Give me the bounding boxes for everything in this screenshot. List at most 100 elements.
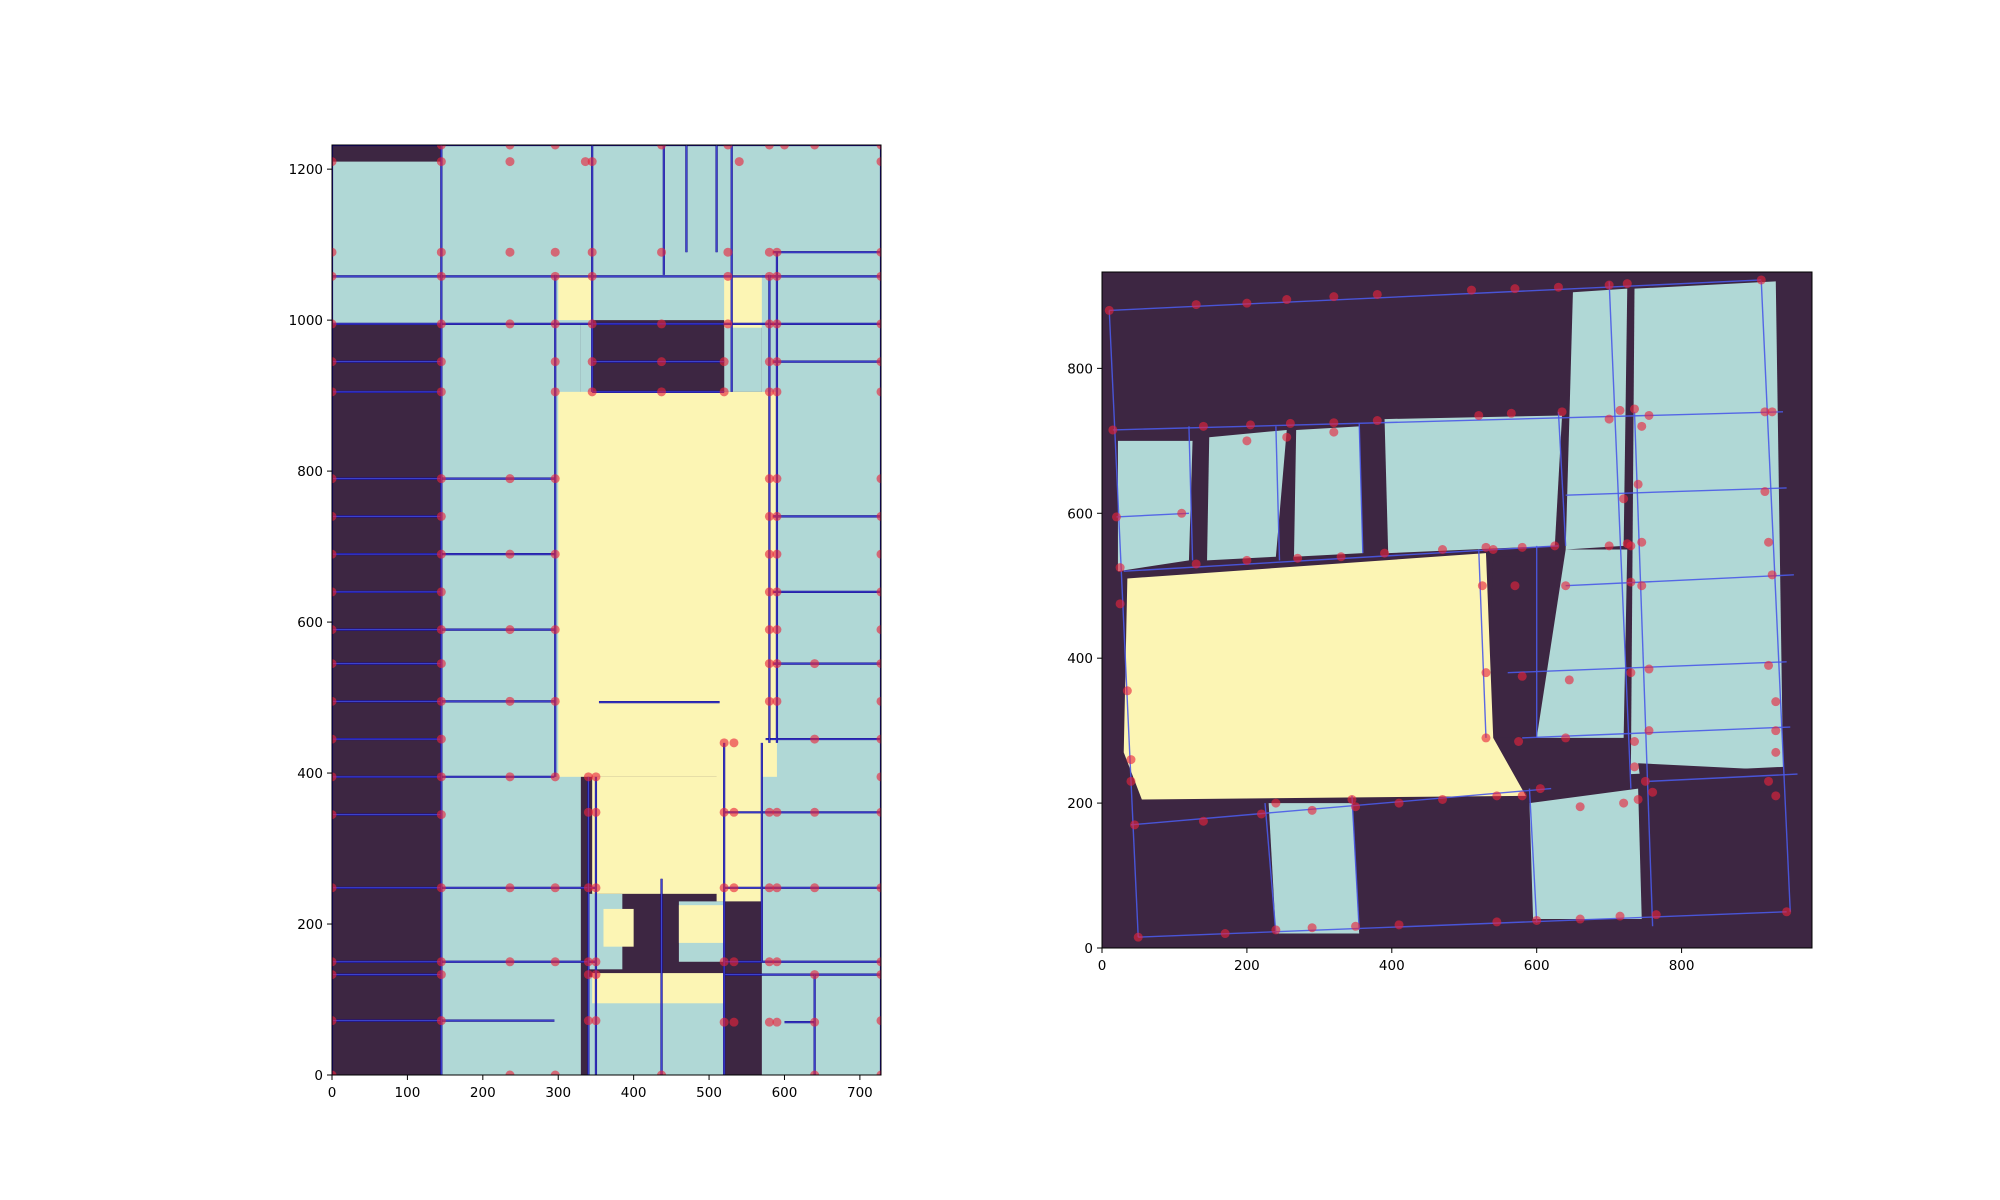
graph-edge [1608, 281, 1632, 789]
graph-vertex [657, 319, 667, 329]
x-tick-label: 100 [395, 1085, 421, 1101]
graph-edge [1565, 574, 1794, 587]
graph-vertex [587, 387, 597, 397]
graph-vertex [1510, 581, 1520, 591]
graph-vertex [587, 271, 597, 281]
graph-vertex [1517, 671, 1527, 681]
graph-vertex [1517, 791, 1527, 801]
y-tick-label: 800 [297, 464, 323, 480]
graph-vertex [1771, 791, 1781, 801]
graph-vertex [1198, 421, 1208, 431]
graph-vertex [1553, 282, 1563, 292]
graph-vertex [1626, 577, 1636, 587]
axes-frame [331, 144, 882, 1076]
graph-vertex [550, 357, 560, 367]
graph-vertex [1347, 794, 1357, 804]
graph-vertex [1246, 420, 1256, 430]
graph-vertex [1637, 421, 1647, 431]
graph-vertex [1481, 733, 1491, 743]
dark-region [1485, 556, 1537, 738]
room-region [761, 274, 881, 1075]
graph-vertex [876, 957, 881, 967]
graph-vertex [876, 1070, 881, 1075]
graph-vertex [505, 883, 515, 893]
room-region [1293, 426, 1363, 557]
graph-vertex [772, 357, 782, 367]
graph-vertex [332, 247, 337, 257]
graph-vertex [719, 738, 729, 748]
graph-vertex [1604, 280, 1614, 290]
graph-vertex [1122, 686, 1132, 696]
graph-vertex [1126, 776, 1136, 786]
graph-vertex [1271, 925, 1281, 935]
graph-vertex [764, 625, 774, 635]
graph-vertex [1492, 917, 1502, 927]
graph-edge [1188, 426, 1194, 561]
graph-vertex [1177, 508, 1187, 518]
room-region [1268, 803, 1360, 934]
graph-vertex [436, 957, 446, 967]
graph-vertex [332, 696, 337, 706]
graph-vertex [591, 807, 601, 817]
graph-vertex [772, 319, 782, 329]
graph-vertex [1767, 407, 1777, 417]
graph-vertex [1351, 921, 1361, 931]
graph-vertex [764, 957, 774, 967]
graph-vertex [810, 807, 820, 817]
graph-vertex [1242, 298, 1252, 308]
graph-vertex [550, 696, 560, 706]
graph-vertex [1630, 737, 1639, 747]
right-floorplan-panel: 0 200 400 600 800 0 200 400 600 800 [1067, 271, 1813, 974]
graph-vertex [876, 883, 881, 893]
graph-edge [1275, 426, 1281, 561]
graph-vertex [1111, 512, 1121, 522]
graph-vertex [1637, 581, 1647, 591]
graph-vertex [729, 738, 739, 748]
graph-vertex [550, 145, 560, 150]
graph-vertex [1630, 762, 1639, 772]
graph-vertex [772, 659, 782, 669]
graph-vertex [587, 319, 597, 329]
graph-edge [1108, 310, 1139, 938]
y-tick-label: 400 [297, 766, 323, 782]
left-floorplan-panel: 0 100 200 300 400 500 600 700 0 200 400 600 800 1000 1… [289, 144, 882, 1101]
graph-vertex [876, 970, 881, 980]
graph-vertex [1307, 923, 1317, 933]
dark-region [592, 320, 725, 392]
x-tick-label: 300 [545, 1085, 571, 1101]
graph-vertex [583, 807, 593, 817]
graph-edge [1528, 788, 1538, 923]
graph-vertex [723, 319, 733, 329]
graph-vertex [1438, 545, 1448, 555]
graph-edge [1648, 773, 1798, 783]
graph-vertex [436, 157, 446, 167]
x-tick-label: 700 [847, 1085, 873, 1101]
graph-vertex [591, 883, 601, 893]
graph-vertex [1564, 675, 1574, 685]
graph-vertex [1782, 907, 1792, 917]
graph-vertex [436, 659, 446, 669]
graph-vertex [1271, 798, 1281, 808]
graph-vertex [550, 625, 560, 635]
graph-vertex [591, 957, 601, 967]
graph-vertex [764, 271, 774, 281]
graph-vertex [1630, 404, 1639, 414]
graph-vertex [1307, 805, 1317, 815]
graph-vertex [764, 1017, 774, 1027]
graph-edge [1138, 911, 1787, 938]
graph-vertex [810, 1017, 820, 1027]
graph-edge [1264, 803, 1277, 934]
graph-vertex [332, 587, 337, 597]
graph-vertex [1532, 915, 1542, 925]
graph-vertex [1557, 407, 1567, 417]
graph-vertex [1619, 798, 1629, 808]
graph-vertex [810, 970, 820, 980]
graph-vertex [1104, 305, 1114, 315]
graph-vertex [583, 772, 593, 782]
corridor-region [592, 776, 725, 894]
graph-vertex [1488, 545, 1498, 555]
graph-vertex [1220, 929, 1230, 939]
graph-vertex [436, 387, 446, 397]
graph-vertex [1517, 542, 1527, 552]
